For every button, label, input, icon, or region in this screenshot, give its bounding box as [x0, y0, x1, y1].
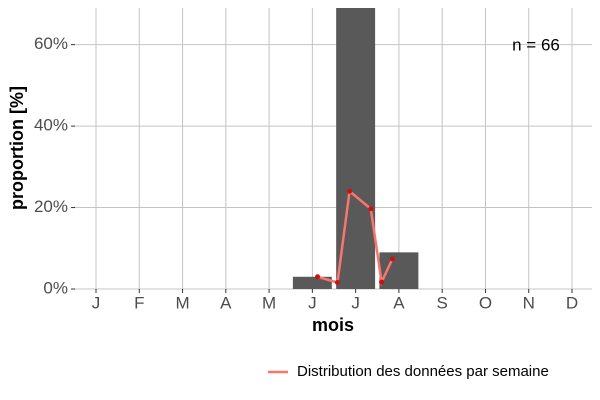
legend-label: Distribution des données par semaine: [297, 363, 549, 380]
x-tick-label: J: [92, 293, 101, 312]
line: [317, 188, 394, 287]
y-axis-label: proportion [%]: [7, 86, 27, 210]
bar: [292, 276, 332, 289]
overlay: [315, 188, 395, 287]
bar: [379, 252, 419, 289]
x-tick-label: A: [220, 293, 232, 312]
point: [368, 206, 374, 212]
point: [389, 256, 395, 262]
point: [334, 279, 340, 285]
y-tick-label: 60%: [34, 34, 68, 53]
y-tick-label: 0%: [43, 278, 68, 297]
annotation: n = 66: [512, 35, 560, 54]
x-tick-label: O: [479, 293, 492, 312]
x-tick-label: M: [175, 293, 189, 312]
x-tick-label: F: [134, 293, 144, 312]
x-tick-label: J: [351, 293, 360, 312]
x-tick-label: A: [393, 293, 405, 312]
grid: [71, 8, 592, 293]
legend: Distribution des données par semaine: [268, 363, 549, 380]
x-tick-label: S: [437, 293, 448, 312]
x-tick-label: N: [523, 293, 535, 312]
point: [315, 274, 321, 280]
x-tick-label: D: [566, 293, 578, 312]
bars: [292, 8, 419, 289]
x-tick-label: J: [308, 293, 317, 312]
y-tick-label: 40%: [34, 116, 68, 135]
point: [347, 188, 353, 194]
point: [379, 279, 385, 285]
y-tick-label: 20%: [34, 197, 68, 216]
x-axis-label: mois: [312, 315, 354, 335]
x-tick-label: M: [262, 293, 276, 312]
